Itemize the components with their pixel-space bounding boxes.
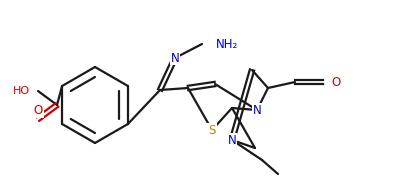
Text: O: O [33,105,43,118]
Text: N: N [253,104,261,117]
Text: S: S [208,124,216,137]
Text: N: N [171,51,179,64]
Text: NH₂: NH₂ [216,37,238,50]
Text: N: N [228,133,236,146]
Text: HO: HO [13,86,30,96]
Text: O: O [331,75,340,88]
